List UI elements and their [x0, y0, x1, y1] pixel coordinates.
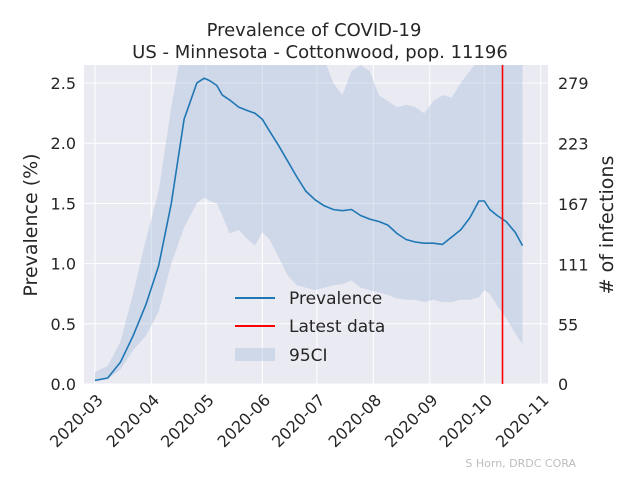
x-tick-label: 2020-04: [102, 390, 163, 451]
x-tick-label: 2020-08: [324, 390, 385, 451]
y2-tick-label: 111: [558, 255, 589, 274]
legend-prevalence-label: Prevalence: [289, 289, 382, 309]
y-axis-ticks: 0.0 0.5 1.0 1.5 2.0 2.5: [51, 74, 76, 394]
y-tick-label: 0.0: [51, 375, 76, 394]
x-tick-label: 2020-05: [157, 390, 218, 451]
y-tick-label: 2.5: [51, 74, 76, 93]
x-tick-label: 2020-06: [213, 390, 274, 451]
y-tick-label: 2.0: [51, 134, 76, 153]
y2-tick-label: 223: [558, 134, 589, 153]
chart-title: Prevalence of COVID-19: [207, 20, 422, 41]
ci-band-group: [94, 65, 523, 382]
x-tick-label: 2020-07: [268, 390, 329, 451]
chart-subtitle: US - Minnesota - Cottonwood, pop. 11196: [132, 42, 508, 63]
y2-axis-label: # of infections: [596, 156, 618, 295]
ci-band: [94, 65, 523, 382]
prevalence-line: [94, 77, 524, 382]
legend: Prevalence Latest data 95CI: [235, 289, 385, 366]
y-axis-label: Prevalence (%): [20, 153, 42, 296]
legend-ci-label: 95CI: [289, 346, 328, 366]
y2-tick-label: 167: [558, 195, 589, 214]
x-tick-label: 2020-09: [381, 390, 442, 451]
x-tick-label: 2020-10: [435, 390, 496, 451]
y-tick-label: 1.5: [51, 194, 76, 213]
legend-latest-label: Latest data: [289, 317, 385, 337]
credit-text: S Horn, DRDC CORA: [465, 457, 576, 470]
y-tick-label: 0.5: [51, 315, 76, 334]
y-tick-label: 1.0: [51, 255, 76, 274]
y2-axis-ticks: 0 55 111 167 223 279: [558, 74, 589, 394]
y2-tick-label: 0: [558, 375, 568, 394]
prevalence-line-group: [94, 77, 524, 382]
legend-ci-swatch: [235, 348, 275, 361]
x-axis-ticks: 2020-032020-042020-052020-062020-072020-…: [46, 390, 553, 451]
y2-tick-label: 55: [558, 316, 578, 335]
x-tick-label: 2020-03: [46, 390, 107, 451]
x-tick-label: 2020-11: [492, 390, 553, 451]
plot-area: [84, 65, 548, 384]
y2-tick-label: 279: [558, 74, 589, 93]
gridlines: [84, 65, 548, 385]
